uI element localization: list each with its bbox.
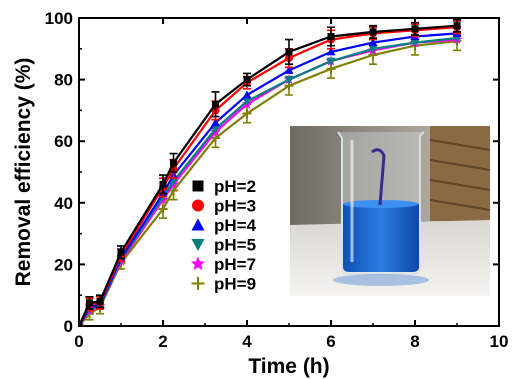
- data-point: [326, 64, 336, 74]
- data-point: [243, 76, 251, 84]
- y-tick-label: 80: [54, 71, 73, 90]
- legend-item: pH=7: [190, 255, 256, 274]
- data-point: [86, 299, 93, 307]
- data-point: [284, 65, 294, 74]
- y-tick-label: 60: [54, 132, 73, 151]
- legend-label: pH=3: [214, 197, 256, 216]
- data-point: [212, 100, 219, 108]
- legend-marker: [192, 180, 204, 192]
- legend-label: pH=2: [214, 177, 256, 196]
- y-tick-label: 0: [64, 317, 73, 336]
- legend-item: pH=4: [191, 216, 257, 235]
- data-point: [368, 45, 378, 54]
- legend-item: pH=9: [191, 275, 256, 294]
- legend-label: pH=9: [214, 275, 256, 294]
- data-point: [327, 32, 335, 40]
- legend-label: pH=5: [214, 236, 256, 255]
- data-point: [211, 133, 220, 143]
- x-tick-label: 6: [326, 332, 335, 351]
- data-point: [159, 180, 167, 188]
- data-point: [410, 39, 420, 48]
- data-point: [242, 108, 252, 118]
- legend-marker: [191, 239, 205, 251]
- data-point: [453, 22, 461, 30]
- legend-marker: [190, 256, 206, 271]
- data-point: [411, 25, 419, 33]
- legend-marker: [191, 218, 205, 231]
- data-point: [242, 97, 252, 106]
- x-tick-label: 8: [410, 332, 419, 351]
- data-point: [170, 159, 177, 167]
- data-point: [211, 125, 220, 134]
- legend-marker: [191, 277, 205, 290]
- y-tick-label: 20: [54, 255, 73, 274]
- legend-label: pH=4: [214, 216, 257, 235]
- data-point: [158, 204, 168, 214]
- legend-item: pH=3: [192, 197, 256, 216]
- data-series: [79, 18, 463, 326]
- x-tick-label: 2: [158, 332, 167, 351]
- legend-item: pH=5: [191, 236, 256, 255]
- y-tick-label: 100: [45, 9, 73, 28]
- legend-marker: [192, 199, 204, 212]
- data-point: [284, 76, 294, 85]
- x-tick-label: 0: [74, 332, 83, 351]
- data-point: [285, 48, 293, 56]
- data-point: [96, 297, 104, 305]
- legend-label: pH=7: [214, 255, 256, 274]
- data-point: [326, 47, 336, 56]
- data-point: [117, 248, 125, 256]
- y-axis-title: Removal efficiency (%): [12, 58, 35, 287]
- beaker-icon: [337, 131, 425, 275]
- data-point: [368, 38, 378, 47]
- y-tick-label: 40: [54, 194, 73, 213]
- x-axis-title: Time (h): [248, 355, 329, 378]
- inset-photo: [290, 126, 491, 296]
- x-tick-label: 4: [242, 332, 252, 351]
- legend: pH=2pH=3pH=4pH=5pH=7pH=9: [190, 177, 257, 294]
- series-ph-2: [79, 18, 461, 326]
- data-point: [79, 322, 83, 326]
- data-point: [326, 57, 336, 66]
- data-point: [369, 28, 377, 36]
- legend-item: pH=2: [192, 177, 256, 196]
- data-point: [211, 118, 220, 127]
- data-point: [242, 90, 252, 99]
- x-tick-label: 10: [490, 332, 509, 351]
